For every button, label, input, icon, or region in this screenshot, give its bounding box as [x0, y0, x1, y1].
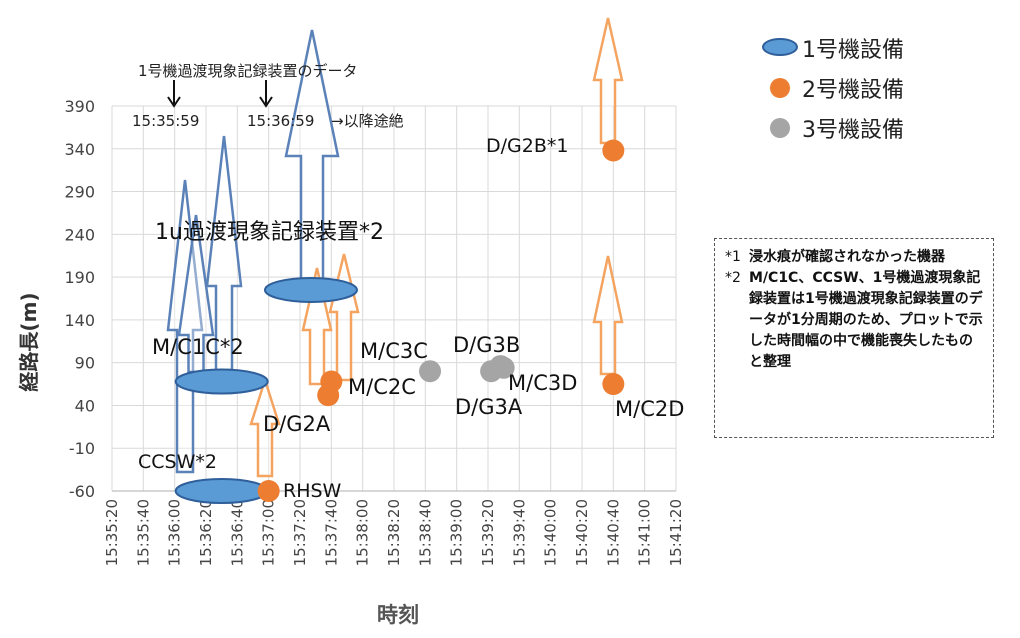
arrow-dg2b — [592, 17, 624, 145]
x-tick-9: 15:38:20 — [385, 499, 403, 566]
label-s1-0: RHSW — [283, 480, 342, 502]
label-s1-1: D/G2A — [263, 412, 331, 436]
x-tick-15: 15:40:20 — [573, 499, 591, 566]
arrow-ccsw-1 — [166, 179, 204, 474]
arrow-mc1c — [177, 214, 215, 374]
legend-label-unit1: 1号機設備 — [802, 38, 904, 63]
y-ticks: 390 340 290 240 190 140 90 40 -10 -60 — [64, 97, 95, 501]
arrow-mc2d — [592, 255, 624, 376]
note-2-mark: *2 — [725, 270, 741, 286]
arrow-rhsw — [249, 375, 281, 478]
point-s0-2 — [174, 478, 269, 504]
x-tick-2: 15:36:00 — [166, 499, 184, 566]
label-s2-0: M/C3C — [360, 339, 428, 363]
x-tick-7: 15:37:40 — [322, 499, 340, 566]
x-tick-0: 15:35:20 — [103, 499, 121, 566]
point-s1-4 — [602, 373, 625, 396]
label-s0-0: 1u過渡現象記録装置*2 — [155, 220, 384, 245]
x-tick-5: 15:37:00 — [260, 499, 278, 566]
legend-swatch-unit3 — [770, 118, 790, 138]
x-tick-18: 15:41:20 — [667, 499, 685, 566]
label-s1-4: M/C2D — [615, 397, 684, 421]
arrow-rec — [284, 29, 340, 290]
y-tick-8: -10 — [69, 439, 95, 458]
x-tick-10: 15:38:40 — [416, 499, 434, 566]
y-tick-3: 240 — [64, 225, 95, 244]
y-tick-0: 390 — [64, 97, 95, 116]
annotation-time-2-suffix: →以降途絶 — [331, 112, 404, 130]
notes-box: *1 浸水痕が確認されなかった機器 *2 M/C1C、CCSW、1号機過渡現象記… — [714, 238, 994, 438]
x-tick-6: 15:37:20 — [291, 499, 309, 566]
note-2-text: M/C1C、CCSW、1号機過渡現象記録装置は1号機過渡現象記録装置のデータが1… — [749, 270, 983, 370]
y-tick-5: 140 — [64, 311, 95, 330]
y-tick-2: 290 — [64, 183, 95, 202]
data-points — [174, 139, 625, 504]
x-tick-3: 15:36:20 — [197, 499, 215, 566]
annotation-arrow-2 — [259, 80, 273, 108]
arrow-mc2c — [328, 253, 360, 382]
point-s1-0 — [257, 480, 280, 502]
point-s1-3 — [602, 139, 625, 162]
label-s1-2: M/C2C — [348, 375, 416, 399]
note-1-mark: *1 — [725, 249, 741, 265]
y-tick-7: 40 — [75, 396, 95, 415]
x-tick-16: 15:40:40 — [604, 499, 622, 566]
note-1: *1 浸水痕が確認されなかった機器 — [725, 247, 983, 268]
legend-label-unit3: 3号機設備 — [802, 118, 904, 143]
point-s1-2 — [320, 370, 343, 393]
note-1-text: 浸水痕が確認されなかった機器 — [749, 249, 945, 265]
x-tick-14: 15:40:00 — [542, 499, 560, 566]
x-tick-12: 15:39:20 — [479, 499, 497, 566]
y-axis-label: 経路長(m) — [17, 292, 41, 391]
annotation-arrow-1 — [167, 80, 181, 108]
x-axis-label: 時刻 — [377, 603, 419, 627]
arrow-ccsw-2 — [205, 135, 243, 372]
label-s2-1: D/G3A — [455, 395, 523, 419]
record-title: 1号機過渡現象記録装置のデータ — [138, 62, 358, 80]
x-tick-11: 15:39:00 — [448, 499, 466, 566]
x-tick-17: 15:41:00 — [636, 499, 654, 566]
y-tick-6: 90 — [75, 354, 95, 373]
legend-swatch-unit2 — [770, 78, 790, 98]
label-s1-3: D/G2B*1 — [486, 135, 568, 157]
y-tick-4: 190 — [64, 268, 95, 287]
point-s2-3 — [492, 356, 515, 379]
y-tick-1: 340 — [64, 140, 95, 159]
legend-label-unit2: 2号機設備 — [802, 78, 904, 103]
y-tick-9: -60 — [69, 482, 95, 501]
label-s0-2: CCSW*2 — [138, 451, 217, 473]
annotation-time-2: 15:36:59 — [247, 112, 314, 130]
annotations: 1号機過渡現象記録装置のデータ 15:35:59 15:36:59 →以降途絶 — [132, 62, 404, 130]
legend-swatch-unit1 — [762, 38, 798, 56]
point-labels: 1u過渡現象記録装置*2 M/C1C*2 CCSW*2 RHSW D/G2A M/C2C D… — [138, 135, 684, 502]
label-s0-1: M/C1C*2 — [152, 335, 244, 359]
label-s2-2: D/G3B — [453, 333, 520, 357]
x-ticks: 15:35:20 15:35:40 15:36:00 15:36:20 15:36:40… — [103, 499, 685, 566]
x-tick-1: 15:35:40 — [134, 499, 152, 566]
x-tick-4: 15:36:40 — [228, 499, 246, 566]
arrows — [166, 17, 624, 478]
note-2: *2 M/C1C、CCSW、1号機過渡現象記録装置は1号機過渡現象記録装置のデー… — [725, 268, 983, 373]
x-tick-8: 15:38:00 — [354, 499, 372, 566]
annotation-time-1: 15:35:59 — [132, 112, 199, 130]
label-s2-3: M/C3D — [508, 371, 577, 395]
point-s0-1 — [174, 368, 269, 395]
x-tick-13: 15:39:40 — [510, 499, 528, 566]
point-s0-0 — [263, 276, 358, 303]
point-s2-0 — [419, 360, 442, 383]
